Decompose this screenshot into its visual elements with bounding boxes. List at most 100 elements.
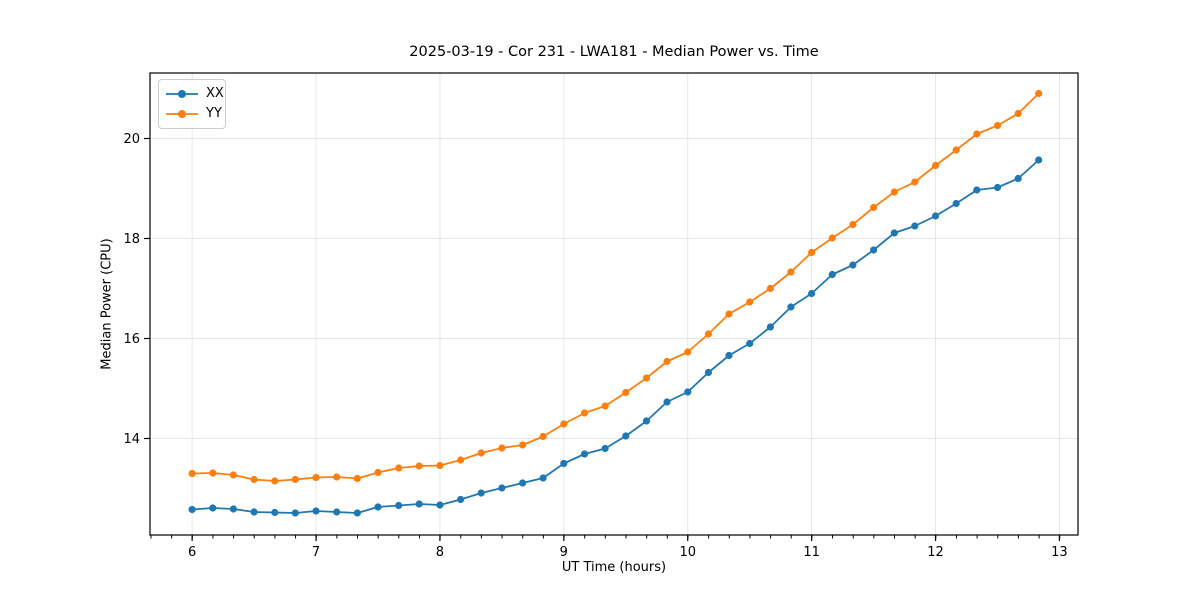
data-point <box>973 186 981 194</box>
data-point <box>870 246 878 254</box>
data-point <box>353 509 361 517</box>
data-point <box>993 183 1002 192</box>
data-point <box>808 248 816 257</box>
data-point <box>642 374 651 382</box>
data-point <box>828 234 836 242</box>
x-tick-label: 12 <box>927 545 944 560</box>
data-point <box>911 222 919 230</box>
data-point <box>952 199 960 208</box>
data-point <box>560 420 568 428</box>
legend-item-yy: YY <box>165 104 222 124</box>
data-point <box>704 368 713 377</box>
data-point <box>746 298 754 306</box>
data-point <box>911 178 919 186</box>
x-tick-label: 6 <box>188 545 196 560</box>
data-point <box>560 459 568 468</box>
x-tick-label: 11 <box>803 545 820 560</box>
data-point <box>291 475 299 484</box>
data-point <box>931 161 940 170</box>
y-tick-label: 14 <box>123 432 140 447</box>
data-point <box>498 444 506 452</box>
data-point <box>519 441 527 449</box>
data-point <box>250 508 258 516</box>
data-point <box>580 450 589 458</box>
data-point <box>684 388 692 396</box>
data-point <box>229 471 237 479</box>
data-point <box>457 495 465 504</box>
x-tick-label: 13 <box>1051 545 1068 560</box>
data-point <box>746 339 754 348</box>
legend-label-xx: XX <box>206 86 224 101</box>
data-point <box>498 484 506 492</box>
data-point <box>952 146 960 154</box>
data-point <box>436 501 444 509</box>
x-tick-label: 8 <box>436 545 444 560</box>
data-point <box>642 417 651 425</box>
data-point <box>849 220 857 229</box>
data-point <box>1014 109 1022 118</box>
data-point <box>415 500 423 508</box>
data-point <box>374 468 382 477</box>
data-point <box>684 348 692 356</box>
axis-ticks: 6 7 8 9 10 11 12 13 14 16 18 20 <box>123 132 1067 560</box>
data-point <box>395 501 403 510</box>
y-tick-label: 18 <box>123 232 140 247</box>
gridlines <box>150 73 1078 535</box>
data-point <box>766 323 775 331</box>
data-point <box>250 475 258 484</box>
data-point <box>890 229 898 237</box>
data-point <box>787 303 795 311</box>
data-point <box>1035 156 1043 164</box>
data-point <box>725 310 733 318</box>
data-point <box>808 289 816 298</box>
data-point <box>477 489 485 497</box>
data-point <box>395 464 403 472</box>
data-point <box>870 203 878 212</box>
data-point <box>580 409 589 417</box>
data-point <box>828 270 836 279</box>
data-point <box>849 261 857 269</box>
data-point <box>601 444 609 453</box>
data-point <box>539 474 547 482</box>
data-point <box>704 330 713 338</box>
data-point <box>415 462 423 470</box>
x-tick-label: 7 <box>312 545 320 560</box>
data-point <box>601 402 609 410</box>
data-point <box>436 461 444 470</box>
data-point <box>663 398 671 406</box>
data-point <box>229 505 237 513</box>
x-tick-label: 10 <box>679 545 696 560</box>
data-point <box>333 508 341 516</box>
data-point <box>477 449 485 457</box>
data-point <box>787 268 795 276</box>
data-point <box>333 473 341 481</box>
data-point <box>209 469 217 477</box>
data-point <box>457 456 465 464</box>
chart-title: 2025-03-19 - Cor 231 - LWA181 - Median P… <box>409 44 819 60</box>
data-point <box>725 351 733 360</box>
data-point <box>1035 89 1043 98</box>
data-point <box>622 388 630 397</box>
data-point <box>539 432 547 441</box>
y-tick-label: 20 <box>123 132 140 147</box>
data-point <box>931 212 940 220</box>
data-point <box>209 504 217 512</box>
legend: XX YY <box>158 79 226 129</box>
data-point <box>519 479 527 487</box>
legend-label-yy: YY <box>206 106 222 121</box>
data-point <box>353 474 361 483</box>
data-point <box>188 469 196 478</box>
x-tick-label: 9 <box>560 545 568 560</box>
data-point <box>291 509 299 517</box>
data-point <box>973 130 981 138</box>
x-axis-label: UT Time (hours) <box>561 560 667 575</box>
legend-line-yy-icon <box>166 110 198 118</box>
data-point <box>1014 174 1022 183</box>
plot-border <box>149 72 1079 536</box>
series-xx <box>188 156 1043 517</box>
data-point <box>766 284 775 293</box>
data-point <box>374 503 382 511</box>
data-point <box>188 505 196 514</box>
